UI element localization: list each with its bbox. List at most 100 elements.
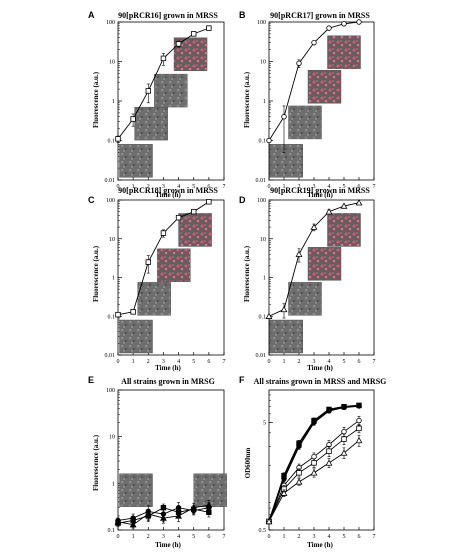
data-point bbox=[130, 116, 136, 122]
y-tick-label: 0.1 bbox=[108, 528, 116, 534]
x-axis-label: Time (h) bbox=[155, 191, 181, 199]
y-tick-label: 0.1 bbox=[108, 314, 116, 320]
data-point bbox=[295, 478, 303, 485]
data-point bbox=[265, 517, 273, 525]
data-point bbox=[280, 489, 288, 496]
y-tick-label: 1 bbox=[112, 276, 115, 282]
data-point bbox=[295, 250, 303, 257]
x-tick-label: 3 bbox=[313, 184, 316, 190]
panel-C: C 90[pRCR18] grown in MRSS 0.010.1110100… bbox=[88, 186, 226, 372]
microscopy-inset bbox=[137, 282, 171, 316]
data-point bbox=[341, 21, 347, 27]
microscopy-inset bbox=[307, 70, 342, 104]
x-tick-label: 0 bbox=[117, 184, 120, 190]
data-point bbox=[190, 504, 198, 511]
panel-title: 90[pRCR18] grown in MRSS bbox=[118, 186, 218, 195]
data-point bbox=[145, 88, 151, 94]
y-tick-label: 10 bbox=[109, 60, 115, 66]
x-tick-label: 7 bbox=[223, 184, 226, 190]
data-point bbox=[281, 475, 287, 482]
x-tick-label: 6 bbox=[358, 184, 361, 190]
data-point bbox=[206, 25, 212, 31]
plot-area: 0.1 1 10 100 0 1 2 3 4 5 6 7 bbox=[106, 388, 227, 540]
plot-frame bbox=[117, 389, 225, 531]
x-tick-label: 7 bbox=[373, 534, 376, 540]
data-point bbox=[296, 470, 302, 476]
data-point bbox=[160, 505, 167, 511]
x-tick-label: 2 bbox=[147, 184, 150, 190]
y-tick-label: 1 bbox=[263, 99, 266, 105]
data-point bbox=[206, 199, 212, 205]
x-tick-label: 2 bbox=[298, 184, 301, 190]
data-point bbox=[191, 31, 197, 37]
microscopy-inset bbox=[269, 144, 303, 178]
y-tick-label: 0.1 bbox=[259, 139, 267, 145]
data-point bbox=[356, 425, 362, 432]
x-axis-label: Time (h) bbox=[155, 364, 181, 372]
y-tick-label: 100 bbox=[106, 198, 115, 204]
y-axis-label: OD600nm bbox=[244, 447, 252, 478]
data-point bbox=[311, 453, 317, 460]
data-point bbox=[296, 443, 302, 449]
panel-title: 90[pRCR19] grown in MRSS bbox=[270, 186, 370, 195]
data-point bbox=[356, 403, 362, 409]
plot-area: 0.01 0.1 1 10 100 0 1 2 3 4 5 6 7 bbox=[105, 198, 226, 365]
data-point bbox=[265, 312, 273, 319]
x-tick-label: 2 bbox=[147, 534, 150, 540]
panel-E: E All strains grown in MRSG 0.1 1 10 100 0 1 2… bbox=[88, 375, 227, 549]
data-point bbox=[266, 137, 272, 144]
y-tick-label: 0.01 bbox=[256, 178, 267, 184]
panel-label: C bbox=[88, 195, 95, 205]
microscopy-inset bbox=[193, 473, 227, 508]
y-tick-label: 100 bbox=[257, 198, 266, 204]
data-point bbox=[356, 19, 362, 25]
x-tick-label: 6 bbox=[207, 359, 210, 365]
panel-D: D 90[pRCR19] grown in MRSS 0.010.1110100… bbox=[239, 186, 376, 372]
data-point bbox=[280, 305, 288, 313]
x-tick-label: 4 bbox=[177, 184, 180, 190]
plot-area: 0.01 0.1 1 10 100 0 1 2 3 4 5 6 7 bbox=[105, 20, 226, 190]
y-tick-label: 10 bbox=[109, 435, 115, 441]
data-point bbox=[355, 436, 363, 444]
y-tick-label: 0.1 bbox=[259, 314, 267, 320]
data-point bbox=[115, 311, 121, 318]
x-tick-label: 7 bbox=[373, 184, 376, 190]
y-tick-label: 10 bbox=[109, 237, 115, 243]
x-tick-label: 0 bbox=[268, 534, 271, 540]
x-tick-label: 1 bbox=[283, 359, 286, 365]
panel-label: A bbox=[88, 10, 95, 20]
x-tick-label: 6 bbox=[207, 184, 210, 190]
data-point bbox=[325, 459, 333, 466]
x-tick-label: 0 bbox=[117, 534, 120, 540]
plot-area: 0.01 0.1 1 10 100 0 1 2 3 4 5 6 7 bbox=[256, 19, 376, 190]
data-point bbox=[341, 404, 347, 411]
x-tick-label: 4 bbox=[328, 184, 331, 190]
microscopy-inset bbox=[327, 35, 361, 69]
microscopy-inset bbox=[154, 73, 188, 108]
data-point bbox=[311, 39, 317, 46]
x-tick-label: 0 bbox=[268, 184, 271, 190]
x-axis-label: Time (h) bbox=[307, 364, 333, 372]
panel-A: A 90[pRCR16] grown in MRSS 0.010.1110100… bbox=[88, 10, 226, 199]
panel-title: 90[pRCR17] grown in MRSS bbox=[270, 11, 370, 20]
microscopy-inset bbox=[157, 248, 191, 283]
y-tick-label: 0.5 bbox=[259, 528, 267, 534]
x-tick-label: 6 bbox=[358, 359, 361, 365]
x-tick-label: 4 bbox=[177, 534, 180, 540]
x-tick-label: 2 bbox=[147, 359, 150, 365]
plot-frame bbox=[268, 389, 375, 531]
data-point bbox=[129, 521, 137, 528]
data-point bbox=[311, 460, 317, 466]
data-point bbox=[340, 449, 348, 456]
x-tick-label: 1 bbox=[132, 534, 135, 540]
panel-title: 90[pRCR16] grown in MRSS bbox=[118, 11, 218, 20]
x-tick-label: 0 bbox=[268, 359, 271, 365]
x-axis-label: Time (h) bbox=[307, 541, 333, 549]
y-axis-label: Fluorescence (a.u.) bbox=[92, 434, 100, 491]
panel-B: B 90[pRCR17] grown in MRSS 0.010.1110100… bbox=[239, 10, 376, 199]
x-tick-label: 3 bbox=[313, 534, 316, 540]
y-tick-label: 100 bbox=[257, 20, 266, 26]
data-point bbox=[115, 136, 121, 142]
x-tick-label: 3 bbox=[313, 359, 316, 365]
